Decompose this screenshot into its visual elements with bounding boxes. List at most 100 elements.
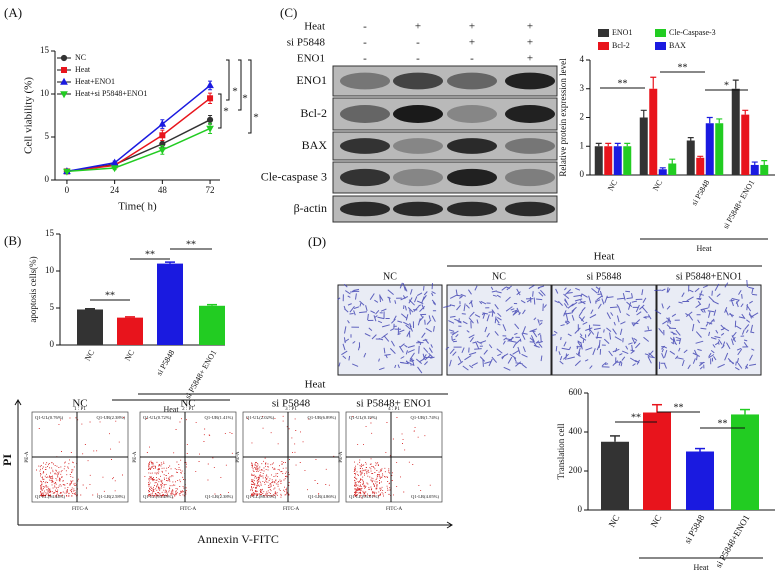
bar <box>604 146 613 175</box>
legend-label: Bcl-2 <box>612 41 630 50</box>
flow-axis: FITC-A <box>72 507 89 512</box>
error-bar <box>742 109 749 115</box>
blot-band-label: BAX <box>302 138 328 152</box>
bar <box>696 157 705 175</box>
gate-label: 3 : P1 <box>285 407 297 412</box>
x-tick-label: si P5848 <box>155 348 177 377</box>
event-dots <box>247 415 335 498</box>
bar <box>613 146 622 175</box>
bar <box>658 169 667 175</box>
bar <box>623 146 632 175</box>
significance: ** <box>631 412 641 423</box>
blot-band <box>393 201 443 217</box>
legend-marker <box>60 77 68 85</box>
cell-texture <box>551 286 655 369</box>
y-tick-label: 2 <box>580 112 585 122</box>
blot-band <box>393 168 443 187</box>
x-axis-label: Time( h) <box>118 201 157 213</box>
gate-label: 4 : P1 <box>388 407 400 412</box>
quadrant-label: Q1-LL(94.44%) <box>35 494 65 499</box>
panel-label: (B) <box>4 233 21 248</box>
blot-band <box>340 201 390 217</box>
error-bar <box>697 155 704 158</box>
error-bar <box>650 76 657 89</box>
x-tick-label: NC <box>83 348 96 362</box>
significance: ** <box>186 239 196 250</box>
blot-band <box>393 138 443 154</box>
blot-band <box>447 168 497 187</box>
x-tick-label: si P5848+ ENO1 <box>183 348 218 400</box>
blot-condition: si P5848 <box>287 37 326 49</box>
x-tick-label: NC <box>651 178 664 192</box>
quadrant-label: Q1-UR(1.41%) <box>205 415 234 420</box>
x-tick-label: 0 <box>65 185 70 195</box>
bar <box>668 163 677 175</box>
x-tick-label: 72 <box>206 185 215 195</box>
flow-axis: PE-A <box>133 451 138 463</box>
blot-band-label: ENO1 <box>296 73 327 87</box>
blot-sign: - <box>363 37 367 49</box>
blot-band <box>447 138 497 154</box>
panel-label: (D) <box>308 234 326 249</box>
blot-band <box>505 201 555 217</box>
legend-marker <box>60 91 68 99</box>
x-tick-label: si P5848+ ENO1 <box>721 178 756 230</box>
legend-label: ENO1 <box>612 28 632 37</box>
flow-axis: PE-A <box>25 451 30 463</box>
group-label: Heat <box>163 405 179 414</box>
legend-swatch <box>598 29 609 37</box>
marker <box>158 119 167 127</box>
error-bar <box>732 79 739 89</box>
significance: * <box>232 86 238 98</box>
series-line <box>66 127 211 173</box>
flow-axis: PE-A <box>236 451 241 463</box>
blot-sign: - <box>363 53 367 65</box>
blot-sign: - <box>363 21 367 33</box>
bar <box>686 451 714 510</box>
y-axis-label: Cell viability (%) <box>23 77 35 154</box>
flow-axis: FITC-A <box>180 507 197 512</box>
quadrant-label: Q1-UR(2.38%) <box>97 415 126 420</box>
flow-x-label: Annexin V-FITC <box>197 532 279 546</box>
y-tick-label: 4 <box>580 54 585 64</box>
blot-sign: - <box>470 53 474 65</box>
blot-band <box>505 105 555 123</box>
error-bar <box>659 167 666 170</box>
error-bar <box>761 160 768 165</box>
quadrant-label: Q1-UL(2.02%) <box>246 415 275 420</box>
legend-label: BAX <box>669 41 686 50</box>
bar <box>686 140 695 175</box>
quadrant-label: Q1-UR(6.89%) <box>308 415 337 420</box>
y-tick-label: 0 <box>50 339 55 349</box>
legend-label: Heat+ENO1 <box>75 77 115 86</box>
significance: * <box>724 80 729 91</box>
significance-bracket <box>226 59 230 101</box>
bar <box>649 88 658 175</box>
event-dots <box>352 415 431 499</box>
quadrant-label: Q1-LL(93.01%) <box>349 494 379 499</box>
legend-marker <box>60 54 68 62</box>
error-bar <box>624 142 631 147</box>
significance: * <box>242 93 248 105</box>
flow-axis: FITC-A <box>386 507 403 512</box>
marker <box>158 147 167 155</box>
x-tick-label: 48 <box>158 185 168 195</box>
quadrant-label: Q1-UL(0.72%) <box>143 415 172 420</box>
y-tick-label: 10 <box>40 88 50 98</box>
error-bar <box>687 137 694 141</box>
blot-band-label: Cle-caspase 3 <box>261 169 327 183</box>
blot-sign: + <box>527 37 533 49</box>
significance: ** <box>105 290 115 301</box>
image-label: si P5848 <box>587 271 622 282</box>
bar <box>117 317 143 345</box>
y-tick-label: 0 <box>45 174 50 184</box>
bar <box>643 412 671 510</box>
significance: ** <box>145 249 155 260</box>
legend-label: Heat+si P5848+ENO1 <box>75 89 147 98</box>
flow-column-label: NC <box>72 398 87 410</box>
significance: * <box>253 112 259 124</box>
legend-swatch <box>655 42 666 50</box>
group-label: Heat <box>305 379 326 391</box>
flow-axis: PE-A <box>339 451 344 463</box>
y-tick-label: 0 <box>580 169 585 179</box>
